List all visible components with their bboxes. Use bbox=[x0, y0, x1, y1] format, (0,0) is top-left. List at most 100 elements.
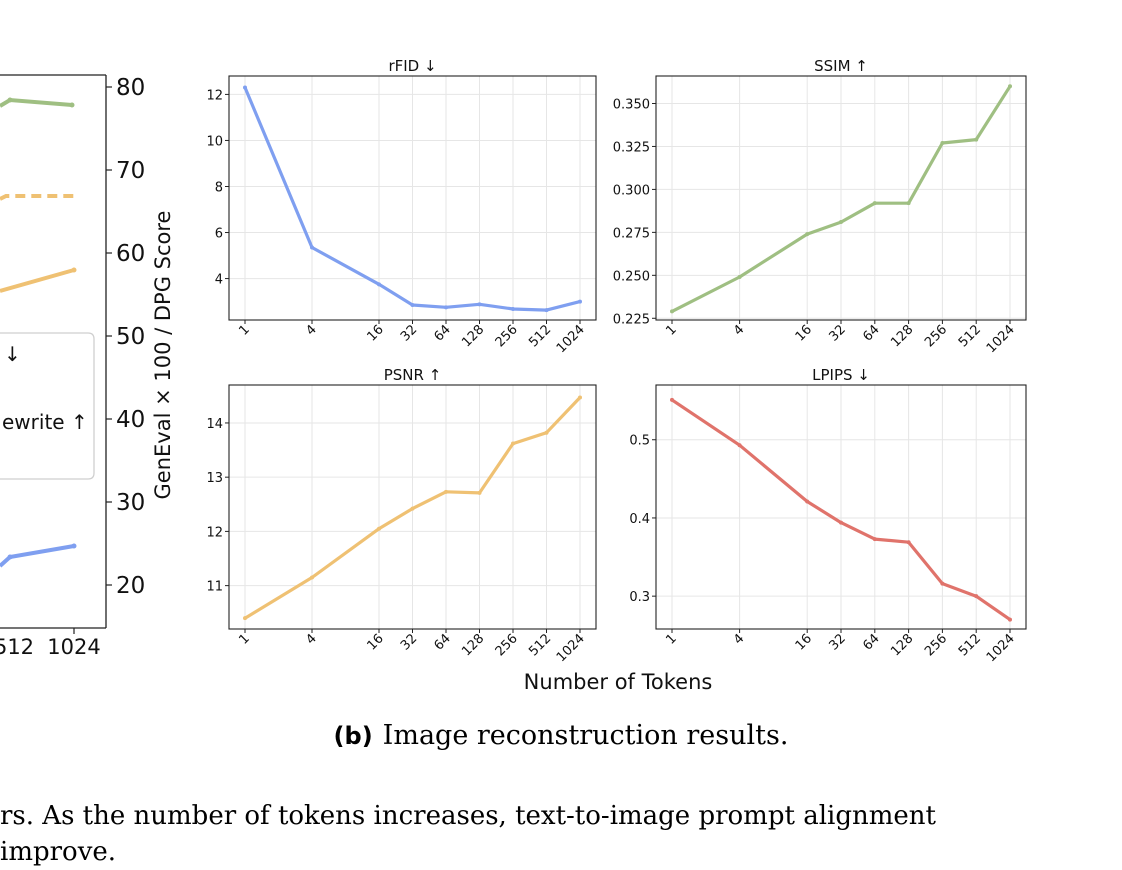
x-tick-label: 32 bbox=[398, 322, 420, 344]
left-y-tick-label: 20 bbox=[116, 573, 145, 599]
left-legend-fragment-1: ↓ bbox=[4, 342, 21, 366]
x-tick-label: 16 bbox=[793, 631, 815, 653]
data-point bbox=[544, 430, 549, 435]
x-tick-label: 1 bbox=[236, 322, 252, 338]
left-blue-point bbox=[7, 554, 13, 560]
data-point bbox=[544, 308, 549, 313]
data-point bbox=[310, 245, 314, 250]
data-point bbox=[737, 443, 742, 448]
data-point bbox=[243, 85, 247, 90]
data-point bbox=[243, 616, 247, 621]
x-tick-label: 256 bbox=[493, 322, 521, 350]
y-tick-label: 12 bbox=[206, 88, 223, 103]
data-point bbox=[511, 306, 515, 311]
x-tick-label: 1 bbox=[663, 322, 679, 338]
data-point bbox=[805, 499, 810, 504]
left-legend-fragment-2: ewrite ↑ bbox=[2, 410, 88, 434]
y-tick-label: 4 bbox=[215, 273, 223, 288]
caption-text: Image reconstruction results. bbox=[382, 720, 789, 751]
left-orange-series bbox=[0, 268, 75, 293]
x-tick-label: 128 bbox=[459, 631, 487, 659]
x-tick-label: 512 bbox=[956, 631, 984, 659]
x-tick-label: 256 bbox=[922, 631, 950, 659]
subplot-title: SSIM ↑ bbox=[814, 57, 868, 75]
data-point bbox=[670, 397, 674, 402]
left-y-tick-label: 30 bbox=[116, 490, 145, 516]
x-tick-label: 16 bbox=[365, 322, 387, 344]
x-tick-label: 512 bbox=[526, 322, 554, 350]
x-tick-label: 32 bbox=[398, 631, 420, 653]
data-point bbox=[578, 299, 582, 304]
x-tick-label: 64 bbox=[860, 631, 882, 653]
x-tick-label: 4 bbox=[303, 322, 319, 338]
left-orange-point bbox=[71, 267, 77, 273]
left-y-tick-label: 50 bbox=[116, 324, 145, 350]
y-tick-label: 12 bbox=[206, 525, 223, 540]
y-tick-label: 0.225 bbox=[613, 312, 650, 327]
y-tick-label: 8 bbox=[215, 180, 223, 195]
left-y-axis-label: GenEval × 100 / DPG Score bbox=[151, 211, 175, 500]
y-tick-label: 0.300 bbox=[613, 183, 650, 198]
x-tick-label: 1024 bbox=[554, 322, 588, 356]
left-blue-point bbox=[71, 543, 77, 549]
data-point bbox=[477, 302, 482, 307]
x-tick-label: 32 bbox=[827, 631, 849, 653]
y-tick-label: 0.4 bbox=[629, 512, 650, 527]
left-green-point bbox=[7, 97, 13, 103]
left-y-tick-label: 60 bbox=[116, 241, 145, 267]
data-point bbox=[377, 282, 381, 287]
y-tick-label: 0.275 bbox=[613, 226, 650, 241]
x-tick-label: 1024 bbox=[554, 631, 588, 665]
y-tick-label: 10 bbox=[206, 134, 223, 149]
x-tick-label: 256 bbox=[922, 322, 950, 350]
subplot-title: rFID ↓ bbox=[388, 57, 436, 75]
body-line-2: improve. bbox=[0, 837, 117, 867]
subplot: 0.3 0.4 0.5 1 4 16 32 64 128 256 512 1024 LPIPS ↓ bbox=[629, 366, 1027, 665]
data-point bbox=[1008, 84, 1012, 89]
x-tick-label: 4 bbox=[303, 631, 319, 647]
data-point bbox=[974, 594, 979, 599]
x-tick-label: 512 bbox=[956, 322, 984, 350]
y-tick-label: 13 bbox=[206, 471, 223, 486]
data-point bbox=[477, 490, 482, 495]
x-tick-label: 1 bbox=[663, 631, 679, 647]
data-point bbox=[737, 275, 742, 280]
data-point bbox=[805, 232, 810, 237]
figure: 20 30 40 50 60 70 80 GenEval × 100 / DPG Score… bbox=[0, 57, 1027, 694]
data-point bbox=[974, 137, 979, 142]
data-point bbox=[511, 441, 515, 446]
left-y-tick-label: 40 bbox=[116, 407, 145, 433]
y-tick-label: 0.3 bbox=[629, 590, 650, 605]
data-point bbox=[444, 489, 448, 494]
subplot-title: PSNR ↑ bbox=[384, 366, 442, 384]
data-point bbox=[578, 395, 582, 400]
data-point bbox=[310, 575, 314, 580]
left-panel: 20 30 40 50 60 70 80 GenEval × 100 / DPG Score… bbox=[0, 74, 175, 659]
data-point bbox=[377, 526, 381, 531]
data-point bbox=[1008, 617, 1012, 622]
x-tick-label: 16 bbox=[365, 631, 387, 653]
data-point bbox=[444, 305, 448, 310]
caption-label: (b) bbox=[333, 722, 373, 750]
subplot-title: LPIPS ↓ bbox=[812, 366, 870, 384]
y-tick-label: 0.350 bbox=[613, 97, 650, 112]
x-tick-label: 4 bbox=[731, 322, 747, 338]
data-point bbox=[839, 520, 843, 525]
y-tick-label: 0.5 bbox=[629, 434, 650, 449]
left-x-tick-label: 1024 bbox=[47, 635, 100, 659]
x-tick-label: 64 bbox=[432, 322, 454, 344]
data-point bbox=[940, 581, 945, 586]
data-point bbox=[872, 201, 877, 206]
data-point bbox=[670, 309, 674, 314]
x-tick-label: 16 bbox=[793, 322, 815, 344]
x-tick-label: 256 bbox=[493, 631, 521, 659]
x-tick-label: 64 bbox=[432, 631, 454, 653]
left-legend-box bbox=[0, 332, 95, 480]
x-tick-label: 1024 bbox=[984, 322, 1018, 356]
data-point bbox=[940, 141, 945, 146]
x-tick-label: 512 bbox=[526, 631, 554, 659]
x-tick-label: 1 bbox=[236, 631, 252, 647]
